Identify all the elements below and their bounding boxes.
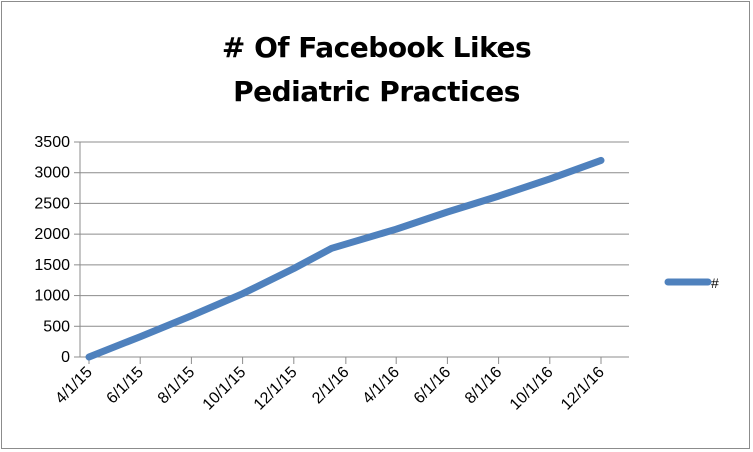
y-tick-label: 1000 <box>34 288 70 305</box>
chart-title-line-2: Pediatric Practices <box>233 75 520 108</box>
x-tick-label: 12/1/15 <box>251 364 301 414</box>
x-tick-label: 4/1/15 <box>52 364 96 408</box>
x-tick-label: 8/1/15 <box>155 364 199 408</box>
y-tick-label: 2500 <box>34 195 70 212</box>
x-tick-label: 6/1/15 <box>104 364 148 408</box>
y-tick-label: 3500 <box>34 134 70 151</box>
x-tick-label: 10/1/15 <box>200 364 250 414</box>
y-tick-label: 2000 <box>34 226 70 243</box>
x-tick-label: 10/1/16 <box>507 364 557 414</box>
y-tick-label: 3000 <box>34 165 70 182</box>
chart-title-line-1: # Of Facebook Likes <box>221 31 532 64</box>
x-tick-label: 2/1/16 <box>309 364 353 408</box>
series-line-0 <box>85 156 605 361</box>
x-tick-label: 6/1/16 <box>411 364 455 408</box>
y-tick-label: 500 <box>43 318 70 335</box>
x-tick-label: 8/1/16 <box>462 364 506 408</box>
y-tick-label: 1500 <box>34 257 70 274</box>
x-tick-label: 12/1/16 <box>558 364 608 414</box>
legend-label-0: # <box>711 275 719 291</box>
x-tick-label: 4/1/16 <box>360 364 404 408</box>
y-tick-label: 0 <box>61 349 70 366</box>
